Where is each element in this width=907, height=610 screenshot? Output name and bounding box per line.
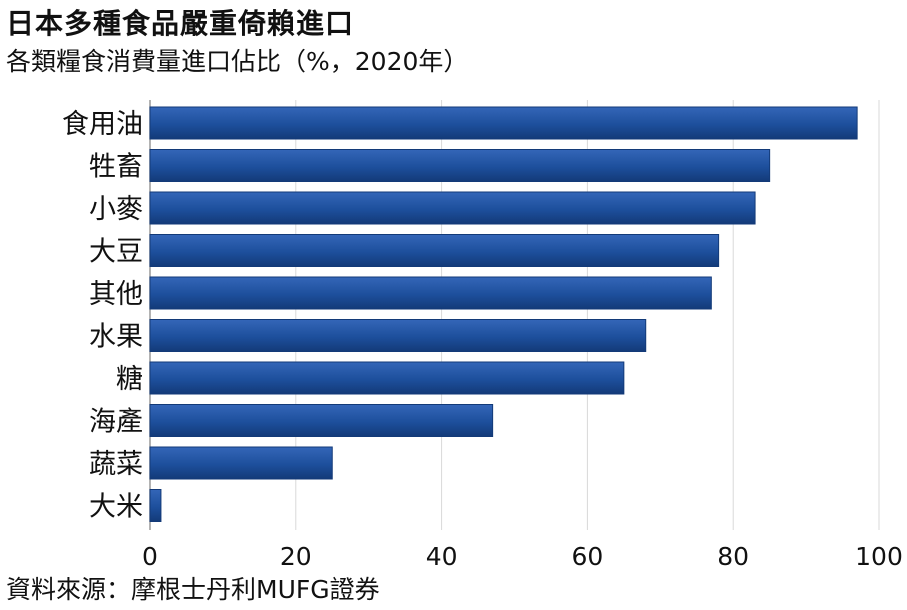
bar: [149, 191, 756, 225]
category-label: 糖: [116, 364, 143, 395]
bars: [149, 106, 858, 522]
x-tick-label: 0: [142, 542, 158, 571]
bar: [149, 234, 720, 267]
category-label: 牲畜: [89, 152, 143, 183]
bar: [149, 149, 771, 182]
category-label: 大豆: [89, 237, 143, 268]
bar: [149, 489, 162, 522]
x-axis-ticks: 0 20 40 60 80 100: [142, 542, 903, 571]
bar: [149, 276, 712, 310]
category-label: 海產: [89, 407, 143, 438]
x-tick-label: 60: [571, 542, 603, 571]
category-label: 小麥: [89, 194, 143, 225]
x-tick-label: 100: [855, 542, 903, 571]
bar: [149, 319, 647, 352]
category-label: 水果: [89, 322, 143, 353]
source-note: 資料來源：摩根士丹利MUFG證券: [6, 575, 380, 604]
x-tick-label: 20: [280, 542, 312, 571]
chart-title: 日本多種食品嚴重倚賴進口: [6, 7, 355, 40]
x-tick-label: 40: [426, 542, 458, 571]
bar: [149, 106, 858, 140]
bar: [149, 361, 625, 395]
chart-subtitle: 各類糧食消費量進口佔比（%，2020年）: [6, 47, 469, 76]
category-label: 食用油: [62, 109, 143, 140]
bar: [149, 446, 333, 480]
category-label: 大米: [89, 492, 143, 523]
x-tick-label: 80: [717, 542, 749, 571]
bar: [149, 404, 494, 437]
category-label: 其他: [89, 279, 143, 310]
category-label: 蔬菜: [89, 449, 143, 480]
